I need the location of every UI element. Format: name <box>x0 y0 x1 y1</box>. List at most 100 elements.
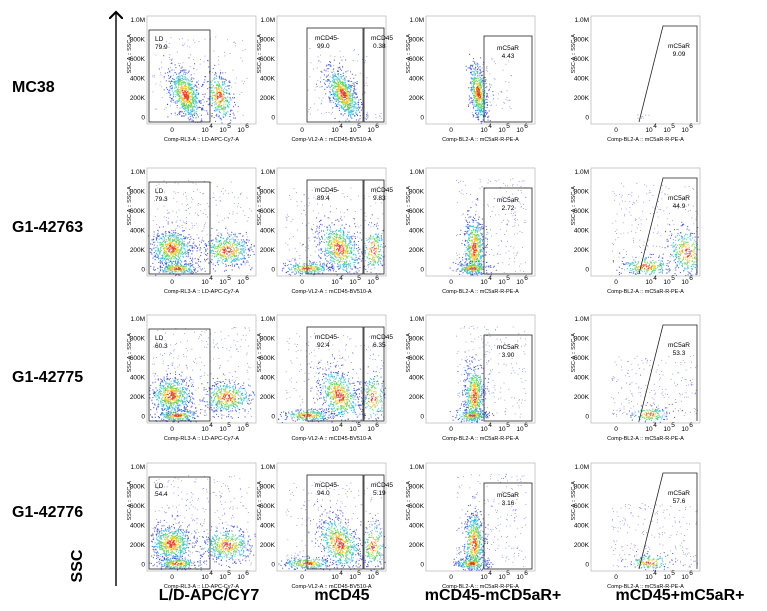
gate-label: mC5aR <box>497 344 519 351</box>
y-tick-label: 600K <box>574 56 590 63</box>
gate-mc5ar <box>638 324 698 422</box>
plot-frame <box>590 314 701 424</box>
y-tick-label: 1.0M <box>410 169 424 176</box>
column-label: L/D-APC/CY7 <box>159 587 260 604</box>
y-tick-label: 200K <box>409 247 425 254</box>
x-tick-label: 10 <box>349 426 357 433</box>
y-tick-label: 1.0M <box>131 316 145 323</box>
gate-value: 3.16 <box>502 500 515 507</box>
x-tick-label: 0 <box>170 426 174 433</box>
gate-ld <box>148 476 211 570</box>
scatter-points <box>453 473 527 572</box>
row-label: G1-42763 <box>12 219 83 236</box>
scatter-points <box>449 325 527 423</box>
y-tick-label: 1.0M <box>131 464 145 471</box>
y-tick-label: 600K <box>409 355 425 362</box>
y-tick-label: 0 <box>271 413 275 420</box>
x-tick-label: 10 <box>331 426 339 433</box>
y-tick-label: 1.0M <box>410 464 424 471</box>
x-tick-label: 10 <box>219 279 227 286</box>
x-tick-label: 6 <box>524 123 528 130</box>
y-tick-label: 200K <box>260 394 276 401</box>
gate-label: mCD45- <box>315 482 339 489</box>
x-axis-title: Comp-VL2-A :: mCD45-BV510-A <box>291 289 371 295</box>
gate-label: mC5aR <box>497 45 519 52</box>
gate-label: mCD45- <box>315 35 339 42</box>
y-tick-label: 200K <box>409 394 425 401</box>
y-tick-label: 400K <box>409 75 425 82</box>
x-tick-label: 0 <box>170 574 174 581</box>
x-tick-label: 4 <box>653 422 657 429</box>
gate-label: mC5aR <box>668 43 690 50</box>
x-tick-label: 6 <box>245 275 249 282</box>
gate-mc5ar <box>638 25 698 123</box>
column-label: mCD45 <box>314 587 369 604</box>
y-tick-label: 800K <box>409 37 425 44</box>
x-tick-label: 10 <box>349 279 357 286</box>
scatter-points <box>149 327 256 423</box>
x-tick-label: 0 <box>300 426 304 433</box>
x-tick-label: 10 <box>367 279 375 286</box>
y-axis-title: SSC-A :: SSC-A <box>406 186 412 226</box>
y-tick-label: 200K <box>260 247 276 254</box>
x-tick-label: 10 <box>237 574 245 581</box>
x-tick-label: 0 <box>449 426 453 433</box>
scatter-points <box>281 186 386 276</box>
x-axis-title: Comp-BL2-A :: mC5aR-R-PE-A <box>442 137 519 143</box>
x-tick-label: 0 <box>170 127 174 134</box>
y-axis-title: SSC-A :: SSC-A <box>571 481 577 521</box>
y-tick-label: 1.0M <box>575 169 589 176</box>
x-tick-label: 4 <box>653 570 657 577</box>
row-label: MC38 <box>12 79 55 96</box>
gate-value: 54.4 <box>155 491 168 498</box>
scatter-points <box>637 114 650 119</box>
plot-frame <box>590 15 701 125</box>
y-tick-label: 400K <box>130 374 146 381</box>
y-tick-label: 0 <box>141 114 145 121</box>
gate-mc5ar <box>638 472 698 570</box>
gate-mc5ar <box>483 187 533 275</box>
x-tick-label: 6 <box>524 570 528 577</box>
row-label: G1-42775 <box>12 369 83 386</box>
x-tick-label: 0 <box>300 127 304 134</box>
gate-label: mC5aR <box>668 342 690 349</box>
gate-value: 4.43 <box>502 53 515 60</box>
row-label: G1-42776 <box>12 504 83 521</box>
y-tick-label: 0 <box>141 266 145 273</box>
x-tick-label: 5 <box>506 422 510 429</box>
y-axis-title: SSC-A :: SSC-A <box>257 481 263 521</box>
y-tick-label: 1.0M <box>261 169 275 176</box>
gate-mcd45-negative <box>306 326 364 422</box>
y-axis-title: SSC-A :: SSC-A <box>571 333 577 373</box>
y-tick-label: 600K <box>260 56 276 63</box>
x-tick-label: 10 <box>645 574 653 581</box>
y-tick-label: 600K <box>130 208 146 215</box>
y-tick-label: 1.0M <box>261 464 275 471</box>
gate-value: 44.9 <box>673 203 686 210</box>
x-tick-label: 10 <box>480 426 488 433</box>
y-tick-label: 800K <box>130 37 146 44</box>
ssc-axis-label: SSC <box>69 549 86 582</box>
x-tick-label: 10 <box>201 426 209 433</box>
y-tick-label: 0 <box>271 561 275 568</box>
y-tick-label: 0 <box>420 561 424 568</box>
x-axis-title: Comp-RL3-A :: LD-APC-Cy7-A <box>164 289 240 295</box>
scatter-points <box>611 183 701 277</box>
x-tick-label: 10 <box>331 127 339 134</box>
x-tick-label: 6 <box>245 570 249 577</box>
y-axis-title: SSC-A :: SSC-A <box>406 333 412 373</box>
x-tick-label: 10 <box>367 574 375 581</box>
y-tick-label: 0 <box>585 561 589 568</box>
y-tick-label: 200K <box>130 394 146 401</box>
y-tick-label: 400K <box>260 374 276 381</box>
y-tick-label: 400K <box>130 522 146 529</box>
x-axis-title: Comp-RL3-A :: LD-APC-Cy7-A <box>164 137 240 143</box>
y-tick-label: 200K <box>574 95 590 102</box>
gate-mcd45-positive <box>363 474 385 570</box>
x-tick-label: 5 <box>506 570 510 577</box>
